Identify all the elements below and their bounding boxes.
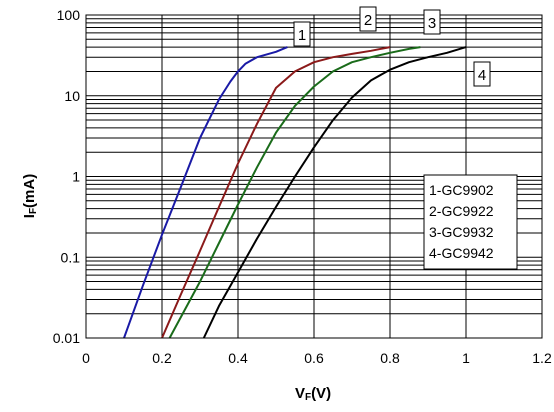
series-3-line	[168, 46, 421, 339]
y-axis-title: IF(mA)	[21, 174, 39, 218]
curve-label-2: 2	[364, 12, 372, 29]
x-tick-label: 1	[462, 350, 470, 366]
series-1-line	[123, 46, 288, 339]
series-2-line	[161, 46, 391, 339]
x-tick-labels: 0 0.2 0.4 0.6 0.8 1 1.2	[82, 350, 552, 366]
x-tick-label: 0.6	[304, 350, 324, 366]
y-tick-label: 10	[64, 88, 80, 104]
y-tick-labels: 0.01 0.1 1 10 100	[53, 7, 80, 346]
x-tick-label: 0.2	[152, 350, 172, 366]
legend-entry: 4-GC9942	[429, 245, 494, 261]
x-tick-label: 0.4	[228, 350, 248, 366]
series-4-line	[202, 46, 467, 339]
legend-entry: 3-GC9932	[429, 224, 494, 240]
curves	[123, 46, 467, 339]
plot-frame	[85, 14, 543, 339]
y-tick-label: 0.1	[61, 249, 81, 265]
legend-box	[423, 174, 518, 270]
x-tick-label: 0	[82, 350, 90, 366]
curve-label-box	[359, 6, 377, 32]
x-tick-label: 0.8	[380, 350, 400, 366]
curve-label-box	[293, 21, 311, 47]
y-tick-label: 100	[57, 7, 81, 23]
legend-entry: 1-GC9902	[429, 182, 494, 198]
curve-labels: 1 2 3 4	[293, 6, 491, 87]
curve-label-1: 1	[298, 27, 306, 44]
curve-label-box	[473, 61, 491, 87]
curve-label-4: 4	[478, 67, 486, 84]
legend: 1-GC9902 2-GC9922 3-GC9932 4-GC9942	[423, 174, 518, 270]
y-tick-label: 0.01	[53, 330, 80, 346]
x-axis-title: VF(V)	[295, 385, 331, 403]
y-tick-label: 1	[72, 169, 80, 185]
x-tick-label: 1.2	[532, 350, 552, 366]
legend-entry: 2-GC9922	[429, 203, 494, 219]
curve-label-box	[423, 9, 441, 35]
curve-label-3: 3	[428, 15, 436, 32]
